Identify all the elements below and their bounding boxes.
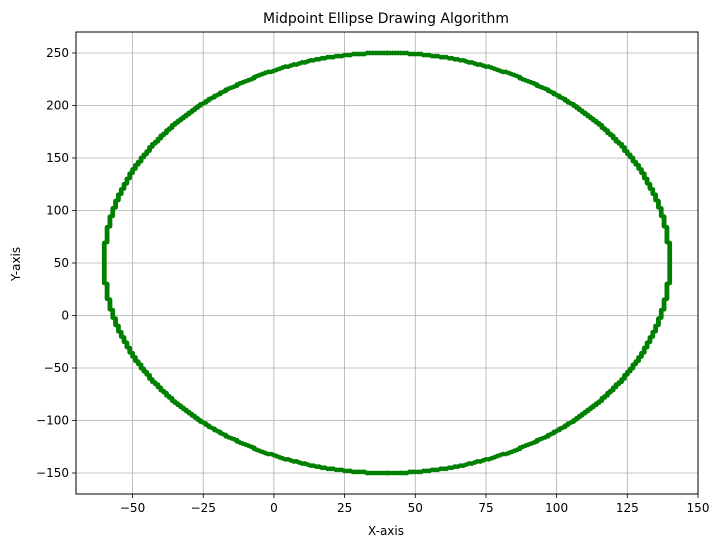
- y-tick-label: 100: [46, 204, 69, 218]
- x-axis-label: X-axis: [368, 524, 404, 538]
- x-tick-label: 75: [478, 501, 493, 515]
- y-tick-label: 50: [54, 256, 69, 270]
- y-tick-label: 250: [46, 46, 69, 60]
- x-tick-label: 0: [270, 501, 278, 515]
- x-tick-label: 50: [408, 501, 423, 515]
- x-tick-label: −50: [120, 501, 145, 515]
- chart-title: Midpoint Ellipse Drawing Algorithm: [263, 11, 509, 27]
- ellipse-points: [101, 50, 673, 476]
- x-tick-label: −25: [191, 501, 216, 515]
- x-tick-label: 125: [616, 501, 639, 515]
- x-tick-label: 25: [337, 501, 352, 515]
- x-axis-ticks: −50 −25 0 25 50 75 100 125 150: [120, 494, 710, 515]
- ellipse-point: [101, 260, 107, 266]
- y-tick-label: −100: [36, 414, 69, 428]
- y-tick-label: 150: [46, 151, 69, 165]
- y-axis-ticks: −150 −100 −50 0 50 100 150 200 250: [36, 46, 76, 480]
- y-tick-label: 200: [46, 99, 69, 113]
- y-tick-label: −150: [36, 466, 69, 480]
- ellipse-point: [667, 260, 673, 266]
- y-axis-label: Y-axis: [9, 247, 23, 282]
- x-tick-label: 100: [545, 501, 568, 515]
- x-tick-label: 150: [687, 501, 710, 515]
- y-tick-label: 0: [61, 309, 69, 323]
- y-tick-label: −50: [44, 361, 69, 375]
